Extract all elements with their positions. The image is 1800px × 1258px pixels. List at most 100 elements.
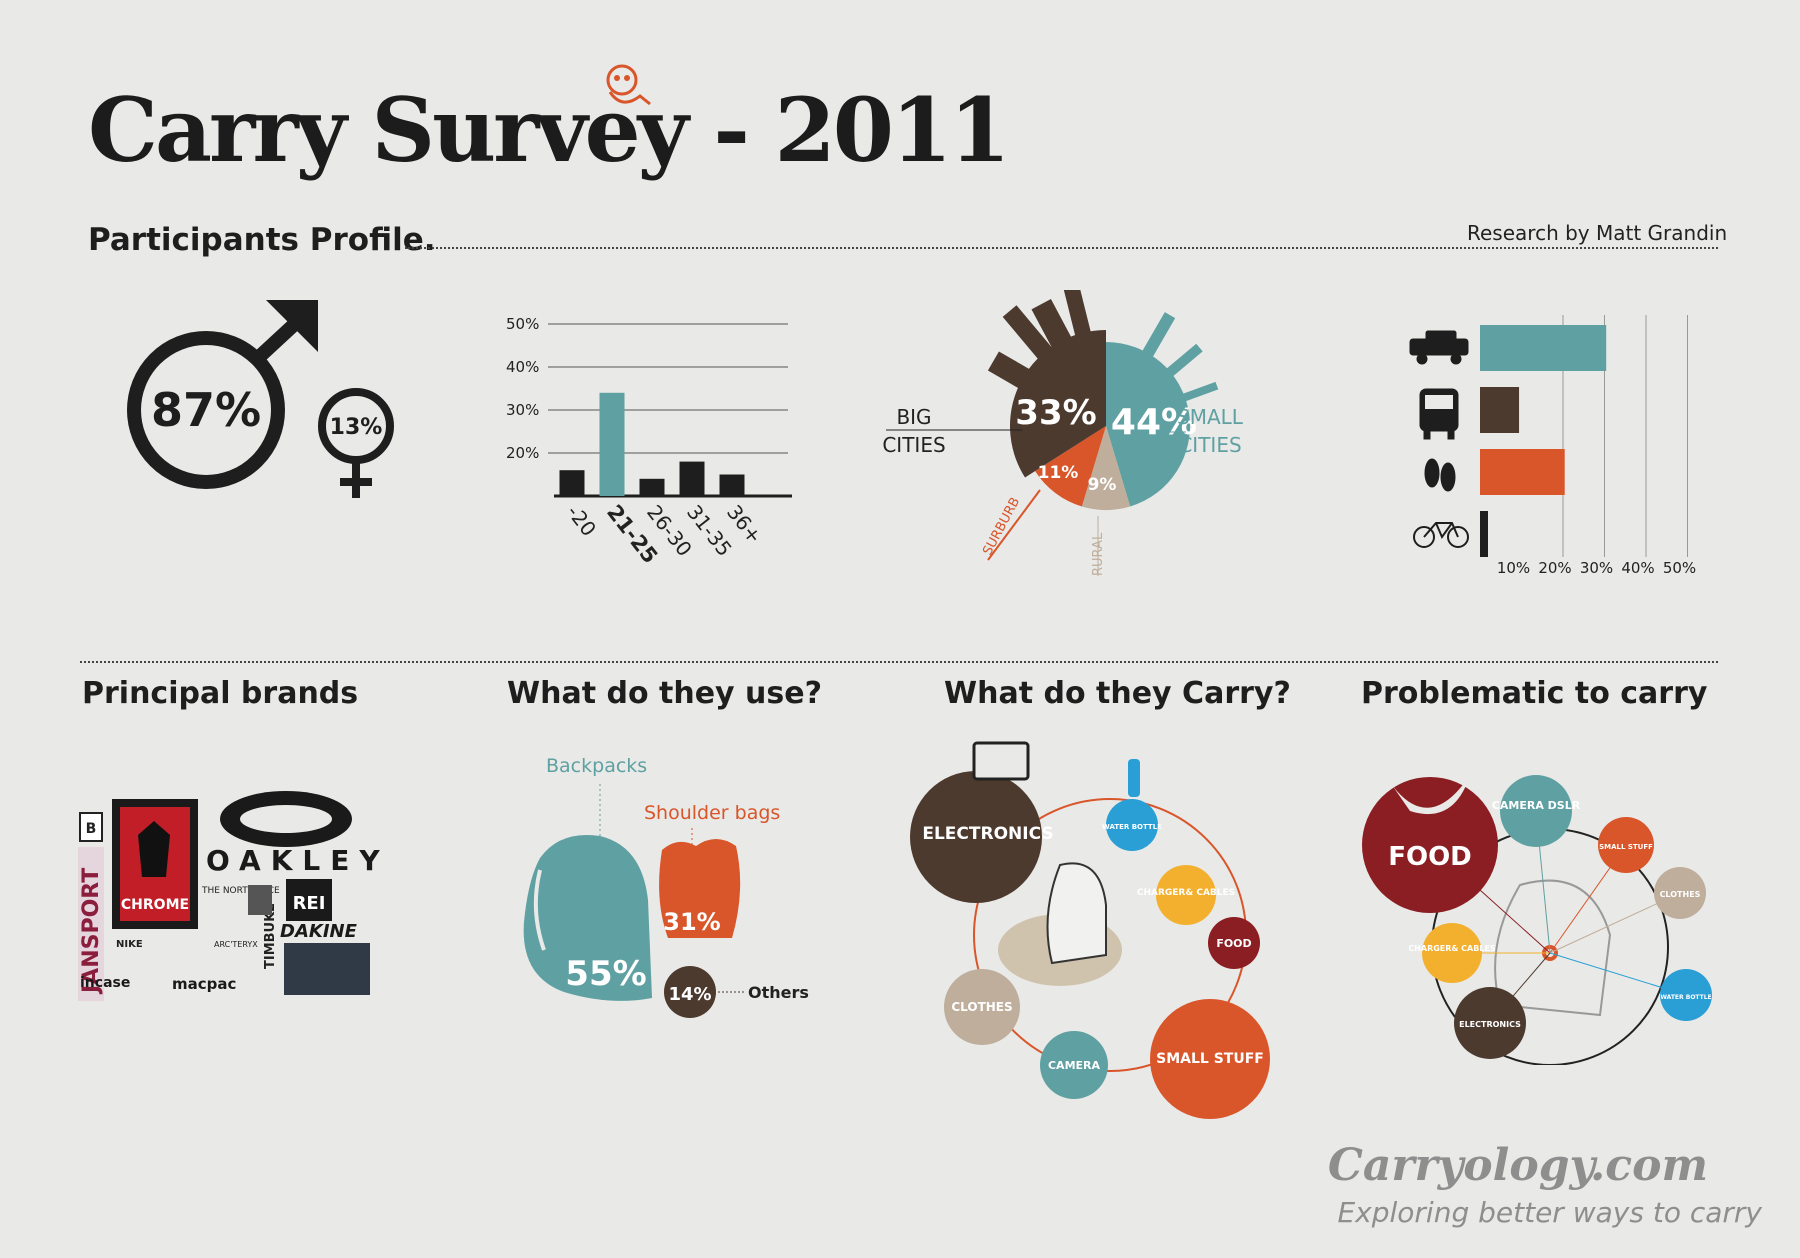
transport-bar xyxy=(1480,449,1565,495)
age-tick-label: 40% xyxy=(506,358,539,376)
city-label-small: SMALL xyxy=(1177,405,1244,429)
transport-tick-label: 30% xyxy=(1580,559,1613,577)
transport-bar-chart: 10% 20% 30% 40% 50% xyxy=(1409,315,1696,577)
backpacks-label: Backpacks xyxy=(546,755,648,777)
age-tick-label: 50% xyxy=(506,315,539,333)
ogio-logo xyxy=(248,885,272,915)
brand-logos: B JANSPORT CHROME OAKLEY THE NORTH FACE … xyxy=(78,791,390,1001)
clothes-circle xyxy=(944,969,1020,1045)
page-title: Carry Survey - 2011 xyxy=(88,78,1010,182)
brands-heading: Principal brands xyxy=(82,676,359,711)
chargers-circle xyxy=(1156,865,1216,925)
burton-mark: B xyxy=(86,821,97,837)
problem-water-circle xyxy=(1660,969,1712,1021)
car-icon xyxy=(1409,330,1469,365)
laptop-icon xyxy=(972,741,1030,781)
age-bar xyxy=(599,392,625,496)
age-bar xyxy=(719,474,745,496)
problem-electronics-circle xyxy=(1454,987,1526,1059)
city-value-label: 44% xyxy=(1111,402,1197,443)
carry-food: FOOD xyxy=(1216,937,1251,950)
electronics-circle xyxy=(910,771,1042,903)
brand-nike: NIKE xyxy=(116,939,143,950)
problem-small-circle xyxy=(1598,817,1654,873)
brand-macpac: macpac xyxy=(172,975,236,993)
participants-heading: Participants Profile. xyxy=(88,222,436,258)
age-bar xyxy=(679,461,705,496)
transport-bar xyxy=(1480,325,1607,371)
city-label-rural: RURAL xyxy=(1091,532,1106,576)
bus-icon xyxy=(1419,388,1459,440)
problem-electronics: ELECTRONICS xyxy=(1459,1020,1521,1029)
camera-circle xyxy=(1040,1031,1108,1099)
brand-dakine: DAKINE xyxy=(280,921,358,942)
transport-tick-label: 40% xyxy=(1621,559,1654,577)
transport-tick-label: 10% xyxy=(1497,559,1530,577)
bicycle-icon xyxy=(1413,522,1469,548)
carry-heading: What do they Carry? xyxy=(944,676,1291,711)
city-pie-chart: 44% 33% 11% 9% SMALL CITIES BIG CITIES SURBURB RU… xyxy=(882,290,1244,576)
banana-icon xyxy=(1392,775,1470,815)
others-circle xyxy=(664,966,716,1018)
city-pie-slice xyxy=(1081,426,1131,510)
transport-bar xyxy=(1480,387,1520,433)
section-divider xyxy=(80,661,1718,663)
backpacks-pct: 55% xyxy=(565,954,646,994)
carry-camera: CAMERA xyxy=(1048,1059,1101,1072)
others-pct: 14% xyxy=(668,984,711,1005)
carry-clothes: CLOTHES xyxy=(951,1000,1012,1014)
carry-small: SMALL STUFF xyxy=(1156,1051,1264,1067)
problem-clothes-circle xyxy=(1654,867,1706,919)
female-percent: 13% xyxy=(330,415,383,440)
brand-jansport: JANSPORT xyxy=(79,868,104,995)
brand-oakley: OAKLEY xyxy=(206,844,390,877)
city-value-label: 11% xyxy=(1038,463,1079,483)
age-bar xyxy=(639,478,665,496)
carry-diagram: ELECTRONICS WATER BOTTLE CHARGER& CABLES… xyxy=(910,741,1270,1119)
problem-food-circle xyxy=(1362,777,1498,913)
rei-logo xyxy=(286,879,332,921)
problem-chargers-circle xyxy=(1422,923,1482,983)
footer-brand[interactable]: Carryology.com xyxy=(1327,1140,1708,1191)
feet-icon xyxy=(1424,458,1456,492)
transport-tick-label: 50% xyxy=(1663,559,1696,577)
backpack-outline xyxy=(1494,879,1612,1017)
city-label-small: CITIES xyxy=(1178,433,1241,457)
city-label-big: BIG xyxy=(896,405,931,429)
city-label-suburb: SURBURB xyxy=(980,495,1023,558)
carry-water: WATER BOTTLE xyxy=(1102,823,1162,831)
footer-tagline: Exploring better ways to carry xyxy=(1337,1196,1762,1229)
food-circle xyxy=(1208,917,1260,969)
header-divider xyxy=(405,247,1718,249)
age-tick-label: 30% xyxy=(506,401,539,419)
city-value-label: 33% xyxy=(1015,393,1096,433)
backpack-icon xyxy=(523,834,652,1001)
brand-northface: THE NORTH FACE xyxy=(201,886,280,896)
shoulder-pct: 31% xyxy=(663,908,720,936)
carry-chargers: CHARGER& CABLES xyxy=(1137,888,1235,898)
bag-usage-chart: 55% 31% 14% Others xyxy=(523,784,809,1018)
water-circle xyxy=(1106,799,1158,851)
gender-chart: 87% 13% xyxy=(127,300,394,498)
use-heading: What do they use? xyxy=(507,676,823,711)
age-category-label: -20 xyxy=(562,500,601,541)
burton-logo xyxy=(79,812,103,842)
age-tick-label: 20% xyxy=(506,444,539,462)
brand-incase: incase xyxy=(80,975,130,991)
brand-timbuk2: TIMBUK2 xyxy=(263,903,278,969)
problem-food: FOOD xyxy=(1388,842,1472,872)
city-pie-slice xyxy=(1035,426,1106,507)
age-bar xyxy=(559,470,585,496)
problem-heading: Problematic to carry xyxy=(1361,676,1708,711)
brand-chrome: CHROME xyxy=(121,897,189,913)
male-percent: 87% xyxy=(151,383,261,437)
problem-camera-circle xyxy=(1500,775,1572,847)
transport-tick-label: 20% xyxy=(1538,559,1571,577)
brand-arcteryx: ARC'TERYX xyxy=(214,940,258,949)
problem-camera: CAMERA DSLR xyxy=(1492,799,1581,812)
transport-bar xyxy=(1480,511,1488,557)
brand-rei: REI xyxy=(293,893,326,914)
skyline-silhouette xyxy=(987,290,1219,410)
others-label: Others xyxy=(748,983,809,1002)
